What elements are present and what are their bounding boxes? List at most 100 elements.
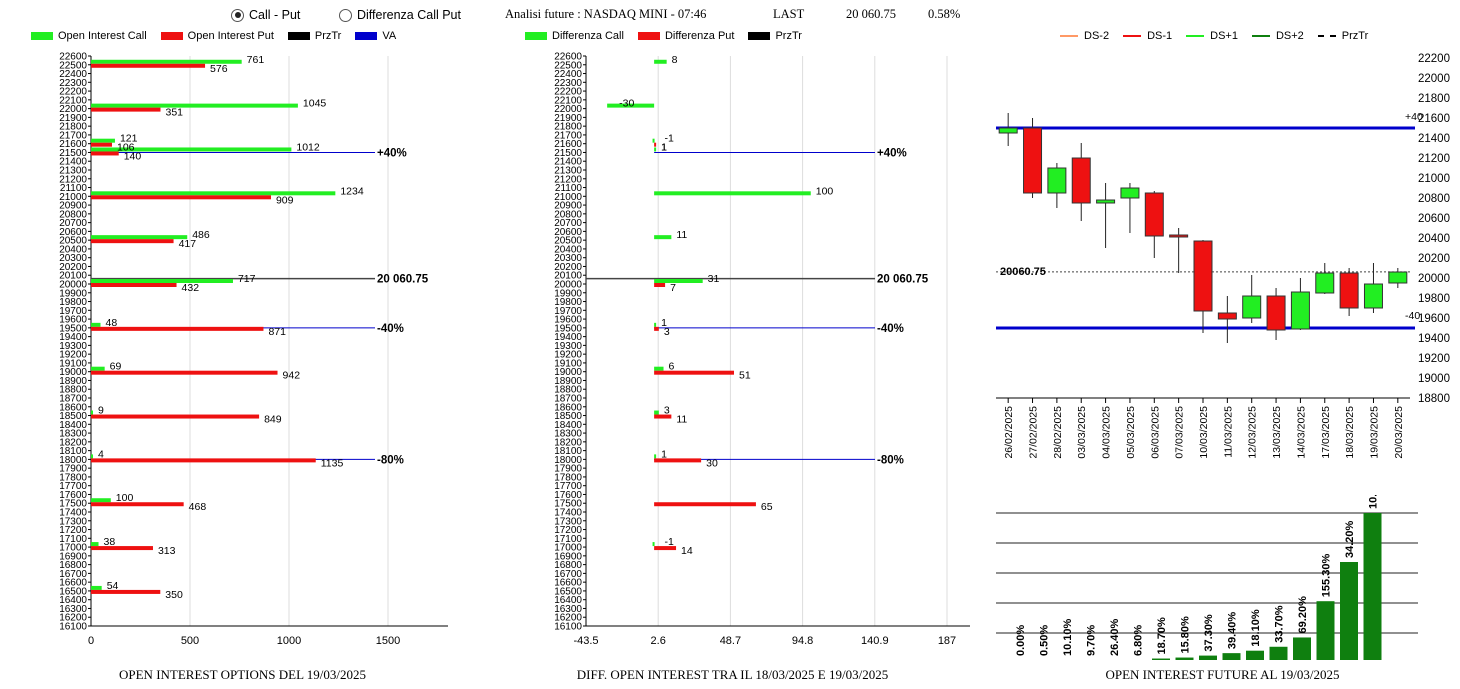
bar-put (91, 589, 161, 594)
y-tick-label: 20200 (554, 262, 582, 273)
y-tick-label: 22000 (554, 104, 582, 115)
candle-body (1047, 167, 1067, 194)
legend-candle-prztr-label: PrzTr (1341, 30, 1369, 42)
oi-bar-label: 10.10% (1062, 618, 1074, 656)
x-tick-label: 26/02/2025 (1003, 406, 1015, 459)
bar-call-label: -30 (619, 98, 634, 110)
reference-label: -40% (377, 323, 404, 335)
oi-bar (1269, 646, 1288, 660)
legend-item-ds-p2: DS+2 (1251, 30, 1304, 42)
y-tick-label: 21100 (555, 183, 583, 194)
y-tick-label: 21500 (554, 148, 582, 159)
bar-call (91, 585, 102, 590)
swatch-green-icon (525, 32, 547, 40)
oi-bar (1199, 655, 1217, 660)
bar-put-label: 51 (739, 370, 751, 382)
oi-bar (1316, 601, 1335, 660)
footer-oi-future: OPEN INTEREST FUTURE AL 19/03/2025 (1105, 667, 1340, 682)
y-tick-label: 20200 (1418, 253, 1450, 265)
footer-oi-options: OPEN INTEREST OPTIONS DEL 19/03/2025 (119, 667, 366, 682)
oi-bar-label: 26.40% (1109, 618, 1121, 656)
bar-call-label: 1 (661, 317, 667, 329)
y-tick-label: 20300 (59, 253, 87, 264)
radio-call-put[interactable]: Call - Put (231, 8, 300, 22)
y-tick-label: 16500 (59, 586, 87, 597)
radio-diff-call-put[interactable]: Differenza Call Put (339, 8, 461, 22)
y-tick-label: 19700 (554, 306, 582, 317)
radio-selected-icon[interactable] (231, 8, 244, 22)
oi-bar-label: 9.70% (1086, 625, 1098, 656)
candle-body (1266, 295, 1286, 331)
legend-put-label: Open Interest Put (187, 30, 274, 42)
bar-put (91, 283, 177, 287)
y-tick-label: 22300 (554, 78, 582, 89)
legend-va-label: VA (382, 30, 397, 42)
bar-call (654, 147, 657, 152)
diff-oi-chart: -43.5 2.6 48.7 94.8 140.9 1872260022500224002… (554, 52, 970, 647)
y-tick-label: 22200 (59, 87, 87, 98)
y-tick-label: 22000 (1418, 73, 1450, 85)
reference-label: +40% (877, 147, 907, 159)
y-tick-label: 16300 (554, 604, 582, 615)
y-tick-label: 19000 (554, 367, 582, 378)
y-tick-label: 19300 (554, 341, 582, 352)
candle-body (1339, 272, 1359, 309)
y-tick-label: 19500 (554, 323, 582, 334)
y-tick-label: 18400 (554, 420, 582, 431)
bar-call-label: 3 (664, 405, 670, 417)
y-tick-label: 17300 (59, 516, 87, 527)
oi-bar-label: 33.70% (1274, 605, 1286, 643)
y-tick-label: 21700 (554, 130, 582, 141)
radio-unselected-icon[interactable] (339, 8, 352, 22)
y-tick-label: 21000 (59, 192, 87, 203)
bar-put (91, 63, 206, 68)
bar-call (654, 235, 672, 240)
x-tick-label: 187 (938, 635, 956, 647)
oi-bar-label: 0.00% (1015, 625, 1027, 656)
y-tick-label: 17900 (554, 464, 582, 475)
y-tick-label: 18200 (554, 437, 582, 448)
y-tick-label: 18900 (554, 376, 582, 387)
reference-label: -40% (877, 323, 904, 335)
bar-call-label: 9 (98, 405, 104, 417)
y-tick-label: 16100 (59, 622, 87, 633)
y-tick-label: 17800 (59, 472, 87, 483)
candle-body (1242, 295, 1262, 319)
bar-put-label: 417 (179, 238, 197, 250)
bar-call (654, 410, 659, 415)
y-tick-label: 16800 (554, 560, 582, 571)
y-tick-label: 19000 (59, 367, 87, 378)
y-tick-label: 20600 (554, 227, 582, 238)
y-tick-label: 17900 (59, 464, 87, 475)
bar-call (652, 542, 655, 547)
y-tick-label: 18800 (554, 385, 582, 396)
bar-call-label: 38 (104, 536, 116, 548)
oi-bar (1222, 653, 1241, 660)
radio-call-put-label: Call - Put (249, 8, 301, 22)
bar-put-label: 65 (761, 501, 773, 513)
y-tick-label: 17800 (554, 472, 582, 483)
top-bar: Call - Put Differenza Call Put Analisi f… (0, 0, 1460, 30)
y-tick-label: 18900 (59, 376, 87, 387)
oi-bar (1363, 513, 1382, 660)
y-tick-label: 19700 (59, 306, 87, 317)
y-tick-label: 17600 (554, 490, 582, 501)
bar-call (654, 59, 667, 64)
bar-put (91, 502, 184, 507)
bar-call (91, 279, 233, 283)
bar-call (652, 138, 655, 143)
bar-put (91, 546, 153, 551)
oi-bar (1175, 657, 1194, 660)
bar-put (654, 326, 659, 331)
bar-call (91, 454, 93, 459)
x-tick-label: 17/03/2025 (1320, 406, 1332, 459)
y-tick-label: 16700 (554, 569, 582, 580)
y-tick-label: 18400 (59, 420, 87, 431)
y-tick-label: 21000 (1418, 173, 1450, 185)
bar-put (91, 151, 119, 156)
y-tick-label: 19400 (554, 332, 582, 343)
bar-put (91, 142, 112, 147)
bar-put-label: 351 (165, 107, 183, 119)
bar-put-label: 468 (189, 501, 207, 513)
x-tick-label: 03/03/2025 (1076, 406, 1088, 459)
